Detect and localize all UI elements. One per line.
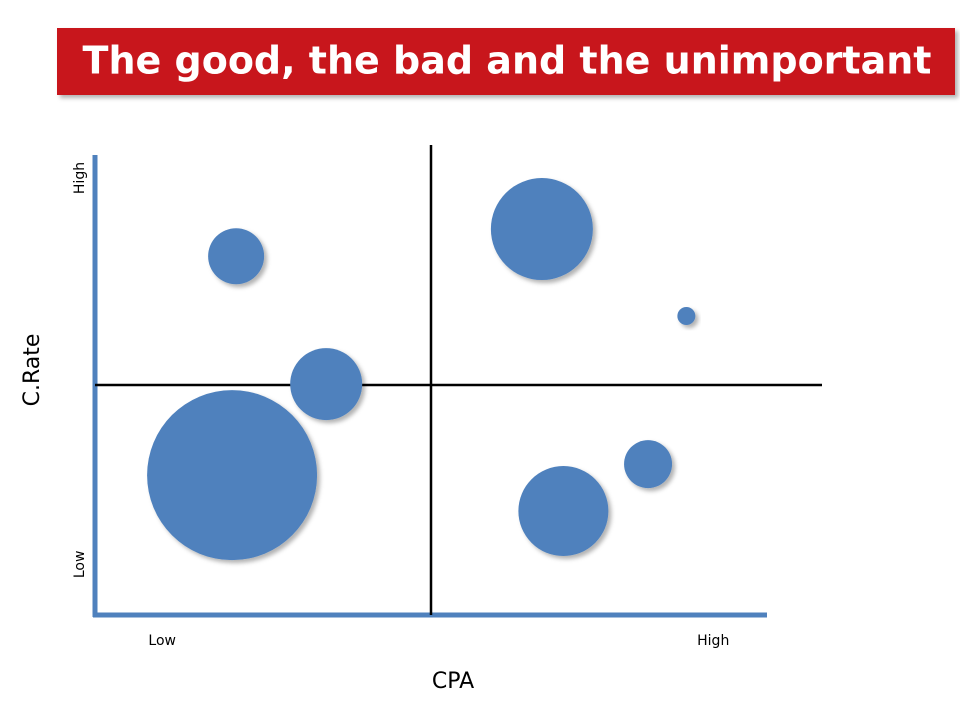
bubble [490,178,593,281]
bubble [290,348,363,421]
x-tick-label: High [697,633,729,649]
bubble [208,228,265,285]
bubble [677,307,696,325]
title-banner [57,28,955,95]
bubble [624,440,673,489]
chart-title: The good, the bad and the unimportant [83,39,932,83]
y-axis-label: C.Rate [20,334,45,407]
y-tick-label: High [72,162,88,194]
bubble [518,466,609,557]
x-tick-label: Low [148,633,176,649]
y-tick-label: Low [72,551,88,579]
x-axis-label: CPA [432,669,474,694]
bubble [147,390,318,561]
